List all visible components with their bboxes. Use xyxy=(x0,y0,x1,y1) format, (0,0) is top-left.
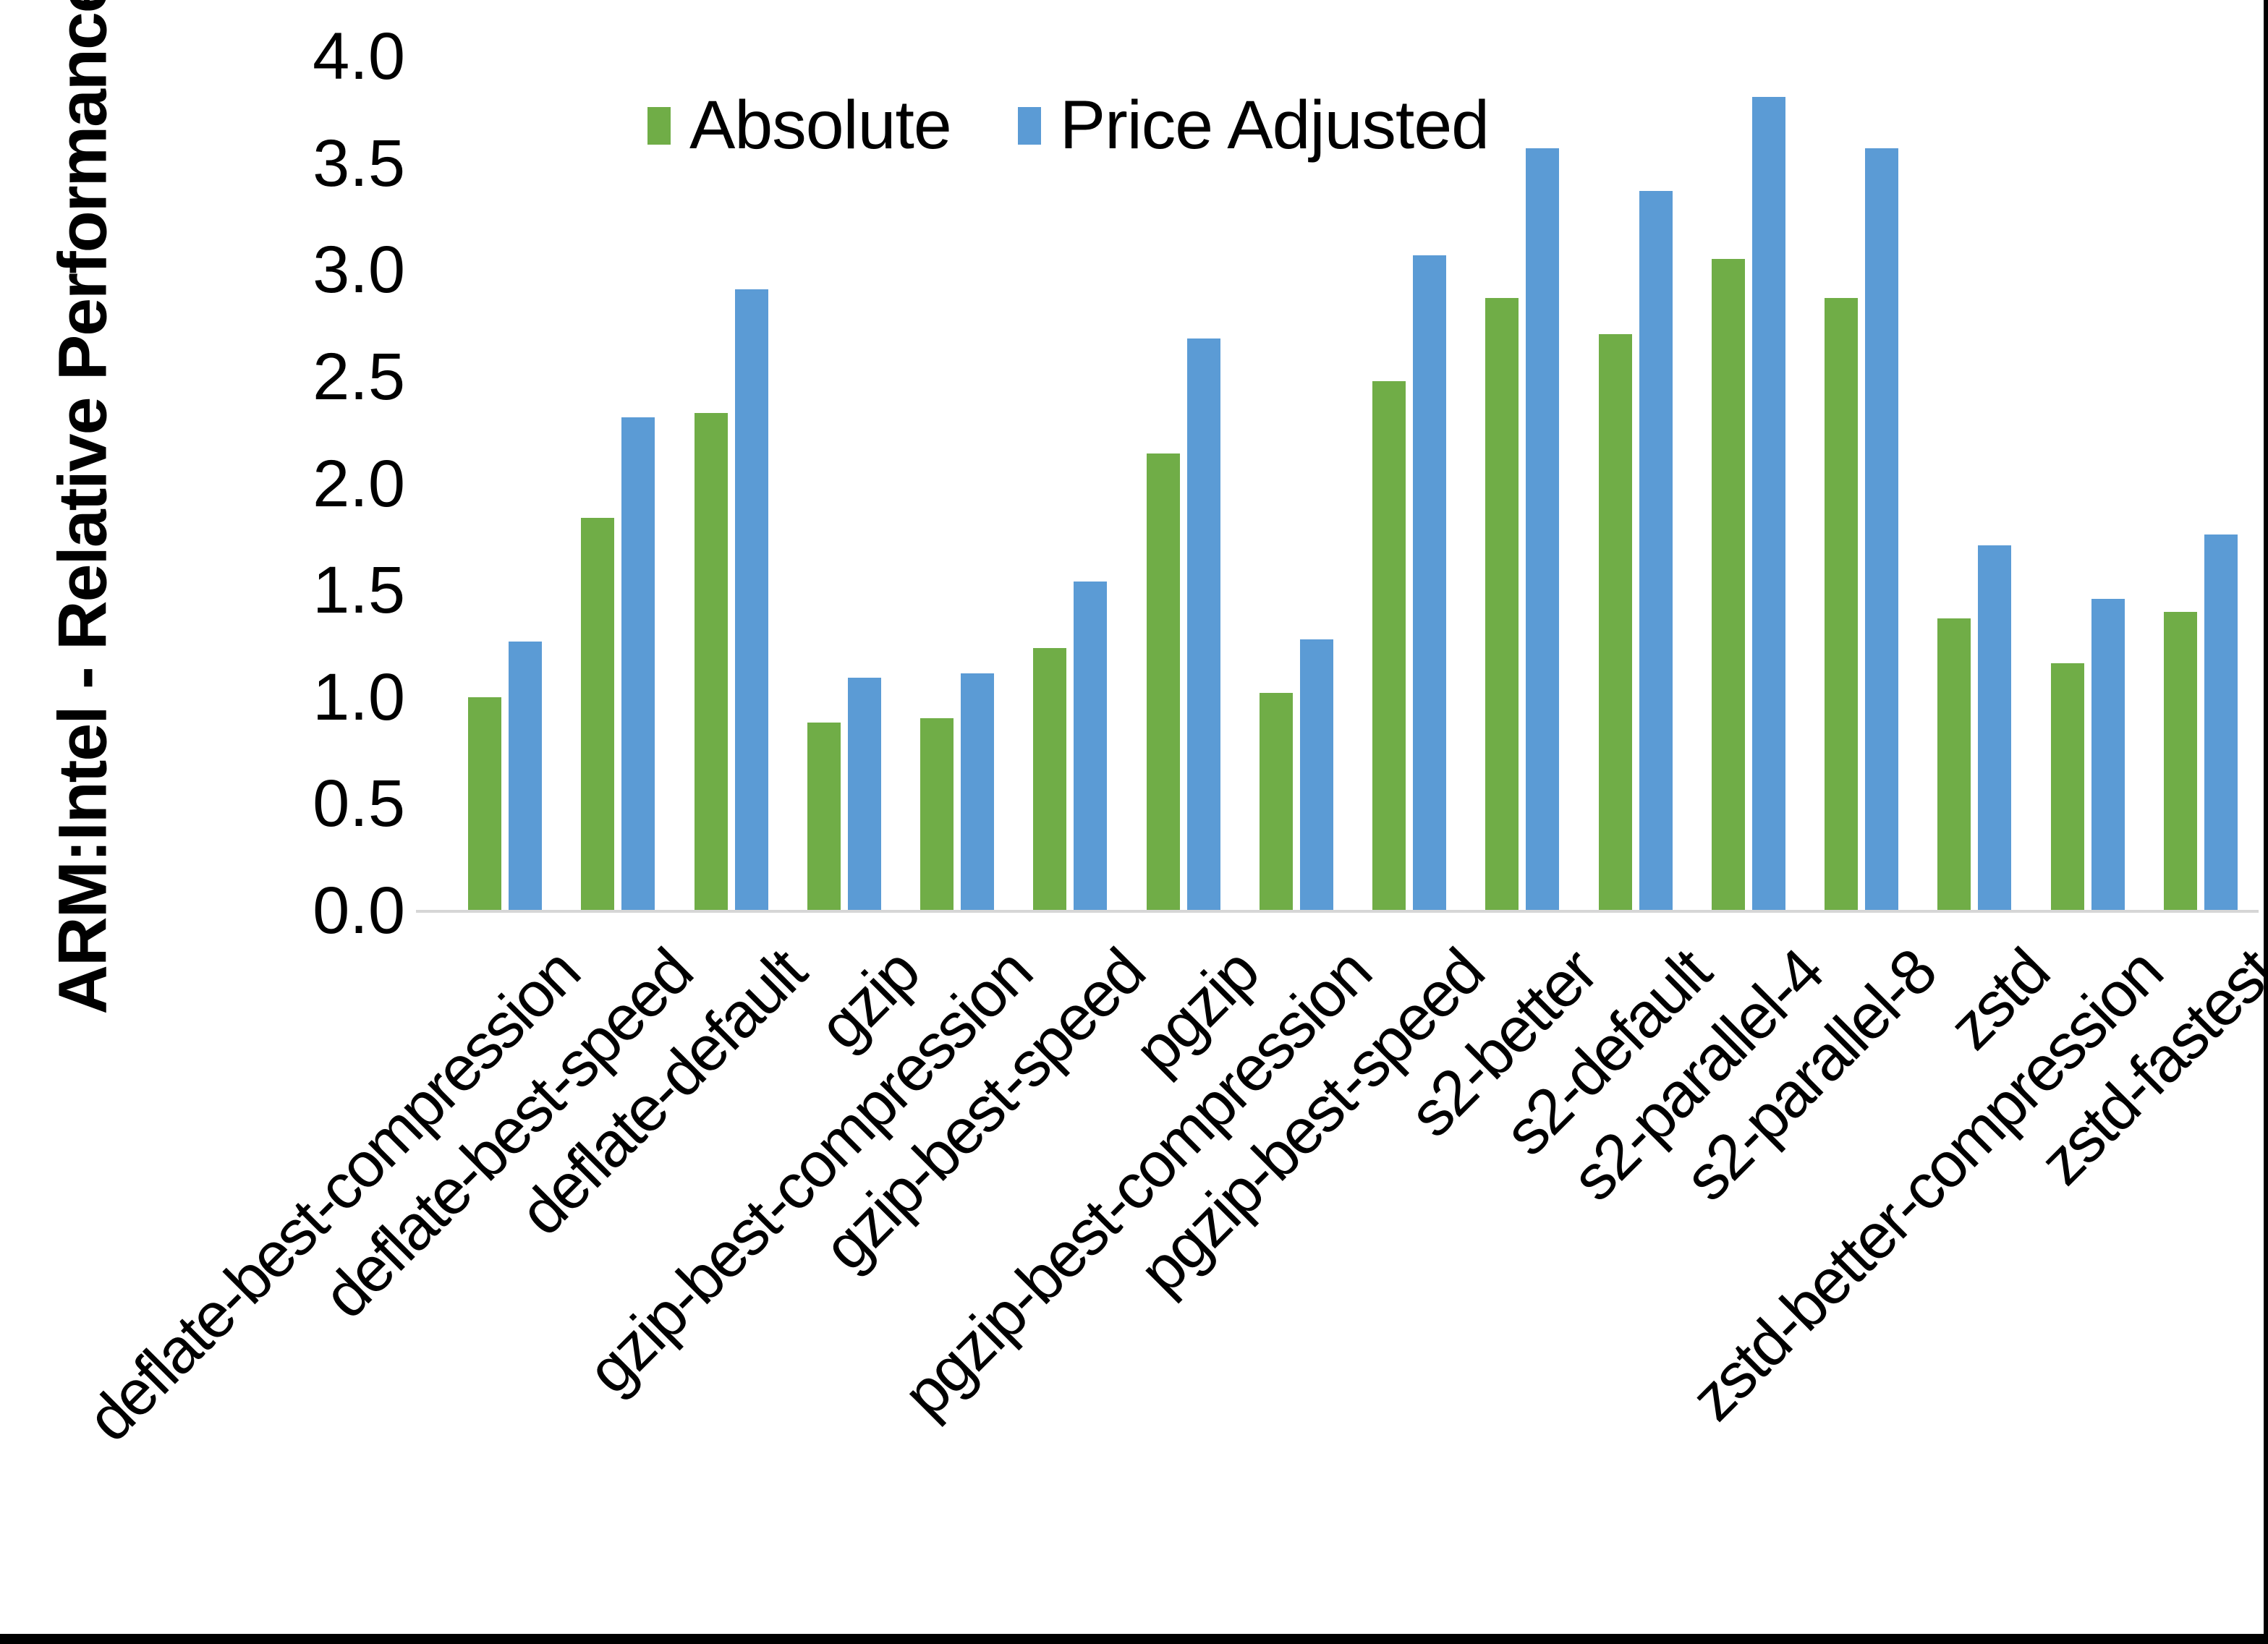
bar-absolute-deflate-best-compression xyxy=(468,697,501,911)
y-tick-label-4.0: 4.0 xyxy=(313,20,405,93)
bar-absolute-zstd xyxy=(1937,618,1971,911)
y-tick-label-0.0: 0.0 xyxy=(313,874,405,947)
bar-absolute-gzip-best-compression xyxy=(920,718,954,911)
bar-price-adjusted-s2-default xyxy=(1639,191,1673,911)
y-tick-label-3.0: 3.0 xyxy=(313,233,405,307)
bar-price-adjusted-zstd-fastest xyxy=(2204,534,2238,911)
bar-price-adjusted-deflate-best-speed xyxy=(621,417,655,911)
bar-absolute-deflate-default xyxy=(694,413,728,911)
y-tick-label-2.5: 2.5 xyxy=(313,339,405,414)
bar-price-adjusted-deflate-best-compression xyxy=(509,642,542,911)
y-tick-label-1.5: 1.5 xyxy=(313,553,405,628)
chart-legend: Absolute Price Adjusted xyxy=(647,87,1490,163)
bar-absolute-zstd-better-compression xyxy=(2050,663,2084,911)
legend-label: Price Adjusted xyxy=(1059,87,1490,163)
bar-absolute-deflate-best-speed xyxy=(581,518,615,911)
legend-swatch-icon xyxy=(1017,106,1041,145)
y-tick-label-3.5: 3.5 xyxy=(313,126,405,200)
bar-price-adjusted-zstd xyxy=(1978,545,2012,911)
legend-swatch-icon xyxy=(647,106,671,145)
bar-absolute-pgzip-best-speed xyxy=(1372,381,1406,911)
bar-absolute-gzip xyxy=(807,723,841,911)
bar-absolute-s2-parallel-8 xyxy=(1825,298,1858,911)
bar-price-adjusted-pgzip-best-compression xyxy=(1299,639,1333,911)
y-tick-label-0.5: 0.5 xyxy=(313,767,405,841)
bar-absolute-zstd-fastest xyxy=(2163,612,2197,911)
bar-absolute-pgzip-best-compression xyxy=(1259,693,1293,911)
bar-absolute-s2-parallel-4 xyxy=(1711,259,1745,911)
bar-price-adjusted-s2-parallel-4 xyxy=(1751,97,1785,911)
bar-absolute-pgzip xyxy=(1146,453,1180,911)
bar-price-adjusted-gzip-best-speed xyxy=(1074,582,1108,911)
legend-item-absolute: Absolute xyxy=(647,87,952,163)
page-border-right xyxy=(2264,0,2268,1644)
bar-price-adjusted-pgzip xyxy=(1186,338,1220,911)
legend-item-price-adjusted: Price Adjusted xyxy=(1017,87,1490,163)
bar-price-adjusted-gzip-best-compression xyxy=(961,673,994,911)
bar-price-adjusted-s2-parallel-8 xyxy=(1865,148,1898,911)
page-border-bottom xyxy=(0,1634,2268,1644)
y-tick-label-1.0: 1.0 xyxy=(313,660,405,734)
legend-label: Absolute xyxy=(689,87,952,163)
bar-price-adjusted-gzip xyxy=(847,678,881,911)
bar-absolute-gzip-best-speed xyxy=(1033,648,1067,911)
y-axis-title: ARM:Intel - Relative Performance xyxy=(44,0,122,1015)
y-tick-label-2.0: 2.0 xyxy=(313,446,405,521)
bar-absolute-s2-better xyxy=(1485,298,1519,911)
bar-price-adjusted-deflate-default xyxy=(734,289,768,911)
bar-price-adjusted-s2-better xyxy=(1526,148,1560,911)
bar-absolute-s2-default xyxy=(1598,334,1632,911)
bar-price-adjusted-zstd-better-compression xyxy=(2091,599,2125,911)
x-axis-line xyxy=(416,910,2259,913)
bar-price-adjusted-pgzip-best-speed xyxy=(1413,255,1446,911)
